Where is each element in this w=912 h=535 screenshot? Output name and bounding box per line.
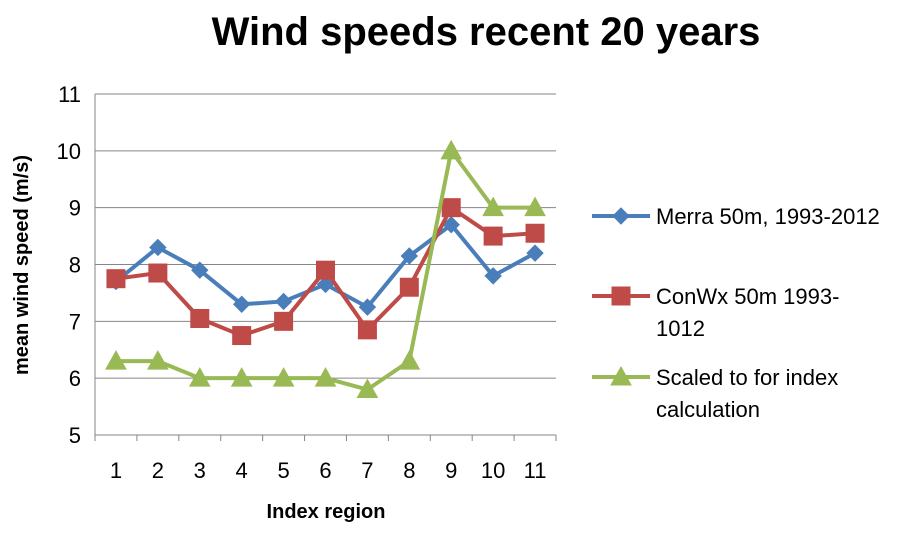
y-axis-label: mean wind speed (m/s) — [11, 155, 33, 375]
y-tick-label: 11 — [58, 82, 81, 107]
data-point-marker — [524, 196, 546, 217]
x-tick-label: 2 — [152, 458, 164, 483]
x-tick-label: 9 — [445, 458, 457, 483]
chart-title: Wind speeds recent 20 years — [212, 10, 761, 54]
x-tick-label: 11 — [524, 458, 547, 483]
data-point-marker — [357, 320, 377, 340]
series-2 — [106, 198, 545, 346]
data-point-marker — [484, 267, 502, 285]
data-point-marker — [358, 298, 377, 316]
legend-item: Scaled to for index calculation — [592, 365, 838, 422]
legend-label: Merra 50m, 1993-2012 — [656, 204, 880, 229]
series-layer — [105, 139, 546, 399]
x-tick-label: 7 — [361, 458, 373, 483]
series-3 — [105, 139, 546, 399]
data-point-marker — [190, 308, 210, 328]
legend: Merra 50m, 1993-2012 ConWx 50m 1993- 1012 S… — [592, 204, 880, 422]
data-point-marker — [106, 269, 126, 289]
legend-label: calculation — [656, 397, 760, 422]
x-tick-labels: 1 2 3 4 5 6 7 8 9 10 11 — [110, 458, 547, 483]
data-point-marker — [316, 275, 335, 294]
data-point-marker — [147, 350, 169, 370]
x-tick-label: 6 — [319, 458, 331, 483]
data-point-marker — [148, 263, 168, 283]
x-tick-label: 8 — [403, 458, 415, 483]
legend-item: Merra 50m, 1993-2012 — [592, 204, 880, 229]
data-point-marker — [440, 139, 463, 160]
y-tick-label: 7 — [69, 309, 81, 334]
y-tick-label: 6 — [69, 366, 81, 391]
x-axis-label: Index region — [267, 501, 386, 523]
data-point-marker — [105, 350, 127, 370]
legend-label: 1012 — [656, 316, 705, 341]
data-point-marker — [149, 238, 167, 257]
data-point-marker — [356, 378, 379, 399]
data-point-marker — [230, 367, 253, 387]
y-tick-label: 5 — [69, 423, 81, 448]
data-point-marker — [399, 277, 419, 297]
y-tick-label: 9 — [69, 196, 81, 221]
data-point-marker — [274, 292, 293, 311]
data-point-marker — [316, 260, 335, 280]
data-point-marker — [188, 367, 211, 387]
legend-marker — [612, 207, 630, 225]
data-point-marker — [525, 223, 545, 243]
x-tick-label: 3 — [194, 458, 206, 483]
legend-item: ConWx 50m 1993- 1012 — [592, 284, 839, 341]
y-tick-label: 8 — [69, 253, 81, 278]
data-point-marker — [483, 226, 503, 246]
data-point-marker — [441, 198, 461, 218]
axes — [94, 94, 557, 441]
x-tick-label: 5 — [277, 458, 289, 483]
data-point-marker — [400, 247, 419, 265]
legend-marker — [610, 365, 632, 386]
x-tick-label: 4 — [236, 458, 248, 483]
x-tick-label: 1 — [110, 458, 122, 483]
data-point-marker — [232, 326, 252, 346]
data-point-marker — [272, 367, 295, 387]
data-point-marker — [191, 261, 209, 279]
data-point-marker — [482, 196, 504, 217]
x-tick-label: 10 — [481, 458, 505, 483]
y-tick-labels: 5 6 7 8 9 10 11 — [57, 82, 81, 448]
data-point-marker — [274, 311, 294, 331]
data-point-marker — [232, 295, 251, 313]
data-point-marker — [314, 367, 337, 387]
legend-marker — [611, 286, 631, 306]
legend-label: Scaled to for index — [656, 365, 838, 390]
y-tick-label: 10 — [57, 139, 81, 164]
data-point-marker — [398, 350, 421, 370]
data-point-marker — [526, 244, 544, 262]
legend-label: ConWx 50m 1993- — [656, 284, 839, 309]
